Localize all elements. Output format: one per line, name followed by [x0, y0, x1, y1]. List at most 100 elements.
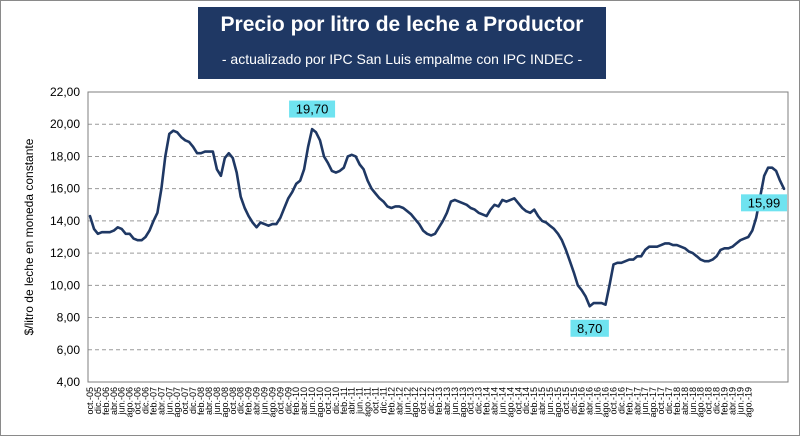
- x-tick-label: abr.-17: [632, 387, 642, 415]
- x-tick-label: ago.-09: [267, 387, 277, 418]
- series-line: [88, 127, 786, 308]
- chart-subtitle: - actualizado por IPC San Luis empalme c…: [221, 51, 583, 67]
- x-tick-label: abr.-19: [727, 387, 737, 415]
- y-tick-labels: 4,00 6,00 8,00 10,00 12,00 14,00 16,00 18,00 20,…: [50, 85, 80, 389]
- x-tick-label: abr.-08: [204, 387, 214, 415]
- x-tick-label: jun.-13: [450, 387, 460, 416]
- y-tick-label: 20,00: [50, 117, 80, 131]
- x-tick-label: jun.-09: [259, 387, 269, 416]
- x-tick-label: oct.-18: [704, 387, 714, 415]
- x-tick-label: feb.-16: [577, 387, 587, 415]
- x-tick-label: dic.-13: [474, 387, 484, 414]
- y-tick-label: 10,00: [50, 278, 80, 292]
- callout-label: 19,70: [296, 102, 329, 117]
- x-tick-label: feb.-15: [529, 387, 539, 415]
- x-tick-label: oct.-11: [371, 387, 381, 414]
- x-tick-label: dic.-09: [283, 387, 293, 414]
- x-tick-label: oct.-06: [133, 387, 143, 415]
- x-tick-label: dic.-17: [664, 387, 674, 414]
- grid-layer: [88, 123, 788, 351]
- x-tick-label: feb.-17: [624, 387, 634, 415]
- chart-title-box: Precio por litro de leche a Productor - …: [198, 7, 606, 79]
- y-tick-label: 14,00: [50, 214, 80, 228]
- x-tick-label: jun.-14: [497, 387, 507, 416]
- x-tick-label: jun.-16: [593, 387, 603, 416]
- x-tick-label: dic.-18: [712, 387, 722, 414]
- x-tick-label: ago.-17: [648, 387, 658, 418]
- x-tick-label: feb.-11: [339, 387, 349, 414]
- x-tick-label: ago.-10: [315, 387, 325, 418]
- x-tick-label: jun.-11: [355, 387, 365, 415]
- x-tick-label: feb.-14: [482, 387, 492, 415]
- x-tick-label: ago.-19: [743, 387, 753, 418]
- x-tick-label: dic.-05: [93, 387, 103, 414]
- callout-box: [741, 194, 787, 212]
- x-tick-label: ago.-18: [696, 387, 706, 418]
- x-tick-label: dic.-14: [521, 387, 531, 414]
- y-tick-label: 4,00: [57, 375, 81, 389]
- x-tick-label: feb.-18: [672, 387, 682, 415]
- x-tick-label: ago.-13: [458, 387, 468, 418]
- x-tick-label: dic.-16: [616, 387, 626, 414]
- x-tick-label: ago.-12: [410, 387, 420, 418]
- x-tick-label: feb.-09: [244, 387, 254, 415]
- x-tick-label: dic.-15: [569, 387, 579, 414]
- x-tick-label: oct.-05: [85, 387, 95, 415]
- x-tick-label: feb.-10: [291, 387, 301, 415]
- x-tick-label: ago.-14: [505, 387, 515, 418]
- x-tick-label: dic.-10: [331, 387, 341, 414]
- x-tick-label: oct.-08: [228, 387, 238, 415]
- x-tick-label: abr.-13: [442, 387, 452, 415]
- chart-title: Precio por litro de leche a Productor: [220, 13, 584, 36]
- y-tick-label: 12,00: [50, 246, 80, 260]
- x-tick-label: feb.-12: [386, 387, 396, 415]
- x-tick-label: abr.-16: [585, 387, 595, 415]
- x-tick-label: oct.-07: [180, 387, 190, 415]
- x-tick-label: feb.-13: [434, 387, 444, 415]
- x-tick-label: dic.-07: [188, 387, 198, 414]
- x-tick-labels: oct.-05dic.-05feb.-06abr.-06jun.-06ago.-…: [85, 387, 753, 418]
- callout-box: [289, 100, 336, 118]
- y-tick-label: 22,00: [50, 85, 80, 99]
- x-tick-label: ago.-11: [363, 387, 373, 417]
- x-tick-label: abr.-07: [156, 387, 166, 415]
- x-tick-label: jun.-10: [307, 387, 317, 416]
- x-tick-label: oct.-14: [513, 387, 523, 415]
- callout-label: 15,99: [748, 195, 781, 210]
- y-tick-label: 6,00: [57, 343, 81, 357]
- y-tick-label: 16,00: [50, 182, 80, 196]
- callout-layer: 19,70 8,70 15,99: [289, 100, 787, 337]
- x-tick-label: oct.-09: [275, 387, 285, 415]
- y-axis-title: $/litro de leche en moneda constante: [22, 138, 36, 335]
- x-tick-label: jun.-08: [212, 387, 222, 416]
- x-tick-label: dic.-06: [141, 387, 151, 414]
- x-tick-label: abr.-06: [109, 387, 119, 415]
- x-tick-label: feb.-08: [196, 387, 206, 415]
- x-tick-label: jun.-15: [545, 387, 555, 416]
- x-tick-label: oct.-17: [656, 387, 666, 415]
- x-tick-label: abr.-18: [680, 387, 690, 415]
- x-tick-label: feb.-06: [101, 387, 111, 415]
- callout-label: 8,70: [577, 321, 602, 336]
- x-tick-label: feb.-19: [720, 387, 730, 415]
- x-tick-label: jun.-17: [640, 387, 650, 416]
- plot-area: [87, 91, 789, 383]
- x-tick-label: oct.-16: [608, 387, 618, 415]
- x-tick-label: jun.-19: [735, 387, 745, 416]
- x-tick-label: ago.-16: [601, 387, 611, 418]
- y-tick-label: 8,00: [57, 311, 81, 325]
- x-tick-label: abr.-12: [394, 387, 404, 415]
- x-tick-label: ago.-15: [553, 387, 563, 418]
- x-tick-label: oct.-15: [561, 387, 571, 415]
- y-tick-label: 18,00: [50, 149, 80, 163]
- x-tick-label: abr.-10: [299, 387, 309, 415]
- series-layer: [88, 127, 786, 308]
- x-tick-label: ago.-07: [172, 387, 182, 418]
- x-tick-label: abr.-14: [490, 387, 500, 415]
- x-tick-label: oct.-13: [466, 387, 476, 415]
- x-tick-label: dic.-08: [236, 387, 246, 414]
- x-tick-label: ago.-06: [125, 387, 135, 418]
- x-tick-label: ago.-08: [220, 387, 230, 418]
- x-tick-label: dic.-11: [378, 387, 388, 413]
